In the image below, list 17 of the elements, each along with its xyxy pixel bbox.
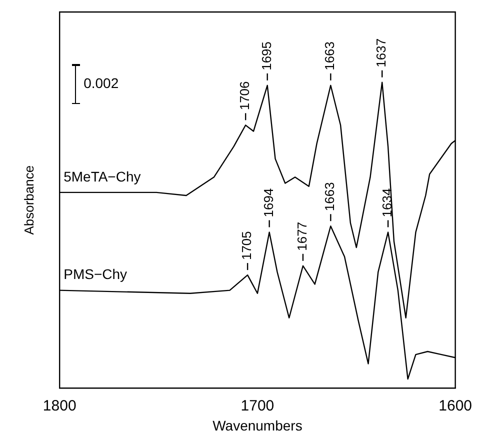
annotation: 1705 [239,231,254,260]
x-tick-label: 1600 [438,397,472,414]
x-tick-label: 1700 [240,397,274,414]
series-label: 5MeTA−Chy [64,168,141,184]
series-label: PMS−Chy [64,266,128,282]
y-axis-title: Absorbance [21,165,36,235]
annotation: 0.002 [84,74,119,91]
annotation: 1663 [322,41,338,70]
annotation: 1706 [237,81,252,110]
annotation: 1695 [258,41,274,70]
annotation: 1677 [294,222,310,251]
x-tick-label: 1800 [42,397,76,414]
annotation: 1637 [374,38,389,68]
annotation: 1694 [260,188,276,218]
x-axis-title: Wavenumbers [212,417,302,434]
annotation: 1663 [322,182,338,212]
annotation: 1634 [380,188,395,218]
